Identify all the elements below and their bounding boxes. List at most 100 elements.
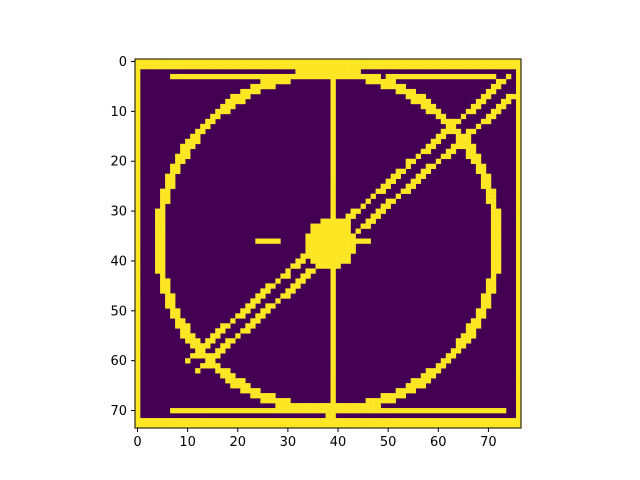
heatmap-cell (170, 183, 176, 189)
heatmap-cell (375, 208, 381, 214)
heatmap-cell (180, 328, 186, 334)
heatmap-cell (335, 258, 341, 264)
heatmap-cell (490, 113, 497, 120)
heatmap-cell (500, 78, 507, 85)
heatmap-cell (135, 218, 141, 224)
heatmap-cell (295, 408, 301, 414)
heatmap-cell (310, 243, 316, 249)
heatmap-cell (175, 73, 181, 80)
heatmap-cell (495, 238, 502, 244)
heatmap-cell (495, 243, 502, 249)
heatmap-cell (370, 398, 376, 404)
heatmap-cell (315, 233, 321, 239)
heatmap-cell (340, 238, 346, 244)
heatmap-cell (405, 73, 412, 80)
heatmap-cell (135, 163, 141, 170)
heatmap-cell (255, 388, 261, 394)
heatmap-cell (320, 408, 326, 414)
heatmap-cell (375, 78, 381, 85)
heatmap-cell (410, 388, 417, 394)
heatmap-cell (490, 263, 497, 269)
heatmap-cell (160, 288, 166, 294)
heatmap-cell (455, 423, 462, 429)
heatmap-cell (365, 59, 371, 65)
heatmap-cell (135, 228, 141, 234)
heatmap-cell (170, 59, 176, 65)
heatmap-cell (305, 63, 311, 70)
heatmap-cell (300, 63, 306, 70)
heatmap-cell (190, 333, 196, 339)
heatmap-image (135, 59, 522, 429)
heatmap-cell (410, 423, 417, 429)
heatmap-cell (485, 198, 492, 204)
heatmap-cell (495, 59, 502, 65)
heatmap-cell (135, 298, 141, 304)
heatmap-cell (430, 108, 437, 115)
heatmap-cell (515, 298, 522, 304)
heatmap-cell (445, 118, 452, 125)
heatmap-cell (430, 73, 437, 80)
heatmap-cell (330, 108, 336, 115)
heatmap-cell (280, 73, 286, 80)
heatmap-cell (490, 203, 497, 209)
heatmap-cell (455, 118, 462, 125)
heatmap-cell (210, 113, 216, 120)
heatmap-cell (265, 408, 271, 414)
heatmap-cell (195, 353, 201, 359)
heatmap-cell (400, 393, 406, 399)
heatmap-cell (425, 163, 432, 170)
heatmap-cell (455, 343, 462, 349)
heatmap-cell (390, 78, 396, 85)
heatmap-cell (260, 73, 266, 80)
heatmap-cell (135, 113, 141, 120)
heatmap-cell (330, 303, 336, 309)
heatmap-cell (315, 253, 321, 259)
heatmap-cell (155, 248, 161, 254)
heatmap-cell (155, 258, 161, 264)
heatmap-cell (345, 218, 351, 224)
y-tick-label: 40 (110, 254, 127, 269)
heatmap-cell (350, 59, 356, 65)
heatmap-cell (500, 418, 507, 424)
heatmap-cell (200, 418, 206, 424)
heatmap-cell (215, 328, 221, 334)
heatmap-cell (415, 63, 422, 70)
heatmap-cell (135, 173, 141, 179)
heatmap-cell (505, 98, 512, 105)
heatmap-cell (405, 408, 412, 414)
heatmap-cell (330, 358, 336, 364)
heatmap-cell (380, 183, 386, 189)
heatmap-cell (245, 408, 251, 414)
heatmap-cell (230, 93, 236, 100)
heatmap-cell (325, 408, 331, 414)
heatmap-cell (430, 103, 437, 110)
heatmap-cell (210, 358, 216, 364)
heatmap-cell (490, 283, 497, 289)
heatmap-cell (370, 403, 376, 409)
heatmap-cell (350, 73, 356, 80)
heatmap-cell (215, 408, 221, 414)
heatmap-cell (315, 263, 321, 269)
heatmap-cell (135, 383, 141, 389)
heatmap-cell (420, 418, 427, 424)
heatmap-cell (490, 188, 497, 194)
heatmap-cell (210, 423, 216, 429)
heatmap-cell (330, 383, 336, 389)
heatmap-cell (490, 63, 497, 70)
heatmap-cell (465, 143, 472, 150)
heatmap-cell (340, 418, 346, 424)
heatmap-cell (275, 423, 281, 429)
heatmap-cell (135, 223, 141, 229)
heatmap-cell (395, 423, 401, 429)
heatmap-cell (330, 293, 336, 299)
heatmap-cell (135, 413, 141, 419)
heatmap-cell (210, 408, 216, 414)
heatmap-cell (370, 213, 376, 219)
heatmap-cell (135, 128, 141, 135)
heatmap-cell (330, 238, 336, 244)
heatmap-cell (190, 423, 196, 429)
heatmap-cell (480, 93, 487, 100)
heatmap-cell (160, 423, 166, 429)
heatmap-cell (415, 408, 422, 414)
heatmap-cell (500, 63, 507, 70)
